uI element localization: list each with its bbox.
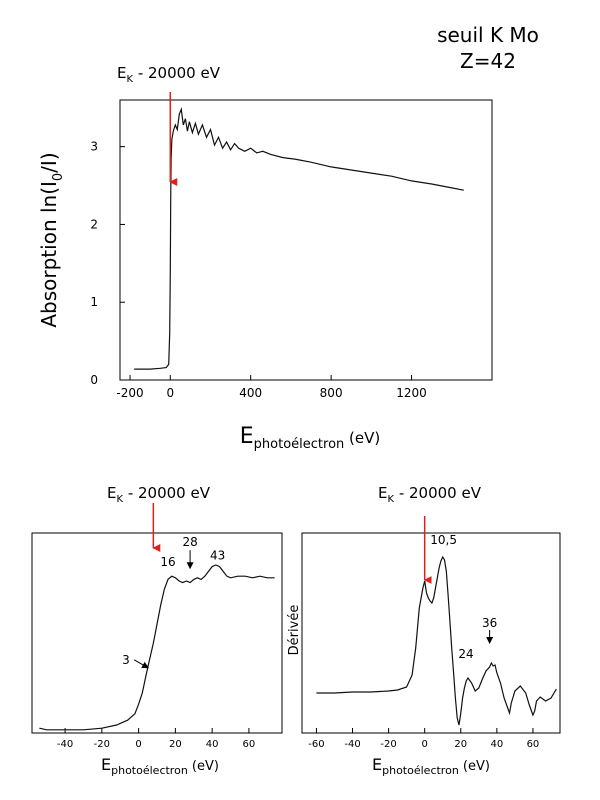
x-tick-label: -200 xyxy=(116,386,143,400)
annotation-label: 43 xyxy=(210,548,225,562)
edge-label: EK - 20000 eV xyxy=(378,484,482,505)
plot-frame xyxy=(301,532,561,734)
edge-label: EK - 20000 eV xyxy=(107,484,211,505)
y-tick-label: 2 xyxy=(90,217,98,231)
x-tick-label: 800 xyxy=(320,386,343,400)
x-tick-label: 1200 xyxy=(396,386,427,400)
x-tick-label: 0 xyxy=(135,739,141,750)
y-tick-label: 3 xyxy=(90,140,98,154)
x-tick-label: -40 xyxy=(344,739,360,750)
x-axis-label: Ephotoélectron (eV) xyxy=(372,755,490,777)
annotation-label: 24 xyxy=(458,647,473,661)
y-axis-ticks: 0 1 2 3 xyxy=(90,140,125,387)
x-axis-label: Ephotoélectron (eV) xyxy=(101,755,219,777)
x-tick-label: 40 xyxy=(206,739,219,750)
chart-xanes-full: 0 1 2 3 -200 0 400 800 1200 EK - 20000 eV Absor… xyxy=(37,64,493,452)
x-tick-label: 0 xyxy=(166,386,174,400)
x-tick-label: 0 xyxy=(421,739,427,750)
x-axis-ticks: -60 -40 -20 0 20 40 60 xyxy=(308,728,539,750)
annotation-label: 28 xyxy=(182,535,197,549)
y-tick-label: 1 xyxy=(90,295,98,309)
x-tick-label: -20 xyxy=(380,739,396,750)
x-tick-label: -60 xyxy=(308,739,324,750)
header-atomic-number: Z=42 xyxy=(460,49,516,73)
plot-frame xyxy=(119,99,493,381)
x-axis-ticks: -200 0 400 800 1200 xyxy=(116,375,427,400)
annotation-arrow xyxy=(133,659,150,669)
header-element-name: seuil K Mo xyxy=(437,23,539,47)
x-tick-label: 60 xyxy=(527,739,540,750)
x-tick-label: 60 xyxy=(243,739,256,750)
x-tick-label: -40 xyxy=(57,739,73,750)
annotation-label: 16 xyxy=(160,555,175,569)
x-axis-label: Ephotoélectron (eV) xyxy=(240,424,380,452)
x-tick-label: -20 xyxy=(94,739,110,750)
annotation-label: 10,5 xyxy=(430,533,457,547)
y-axis-label: Absorption ln(I0/I) xyxy=(37,152,66,327)
y-axis-label: Dérivée xyxy=(287,605,302,656)
peak-annotations: 10,5 24 36 xyxy=(430,533,497,661)
x-tick-label: 400 xyxy=(239,386,262,400)
edge-label: EK - 20000 eV xyxy=(117,64,221,85)
x-tick-label: 20 xyxy=(169,739,182,750)
x-tick-label: 20 xyxy=(454,739,467,750)
x-tick-label: 40 xyxy=(490,739,503,750)
absorption-curve xyxy=(134,107,464,370)
derivative-curve xyxy=(316,555,557,726)
chart-xanes-zoom: -40 -20 0 20 40 60 3 16 28 43 EK - 20000 eV Epho… xyxy=(31,484,283,777)
annotation-label: 36 xyxy=(482,616,497,630)
x-axis-ticks: -40 -20 0 20 40 60 xyxy=(57,728,255,750)
y-tick-label: 0 xyxy=(90,373,98,387)
peak-annotations: 3 16 28 43 xyxy=(122,535,225,669)
annotation-label: 3 xyxy=(122,653,130,667)
absorption-curve xyxy=(39,564,275,731)
plot-frame xyxy=(31,532,283,734)
